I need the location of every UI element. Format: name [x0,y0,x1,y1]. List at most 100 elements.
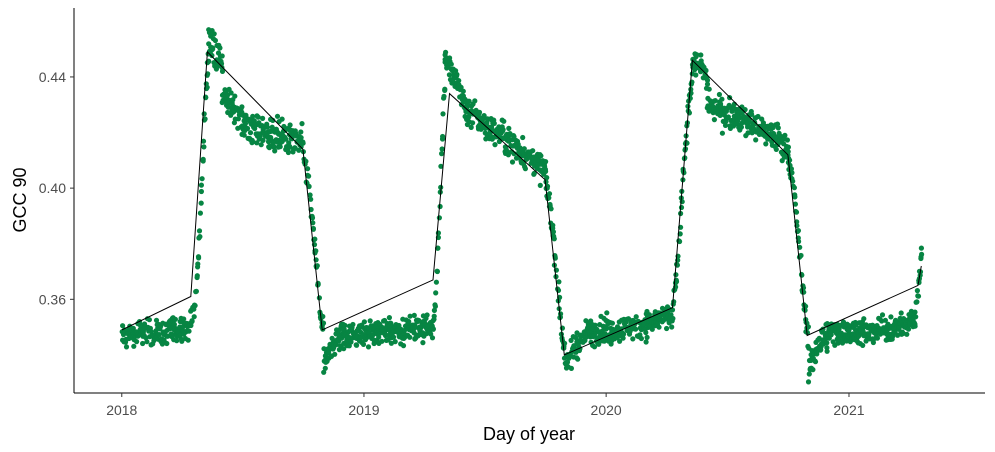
data-point [460,88,466,94]
data-point [575,356,581,362]
data-point [551,236,557,242]
data-point [407,313,413,319]
data-point [350,321,356,328]
data-point [905,326,912,332]
data-point [617,338,623,344]
data-point [753,137,759,143]
data-point [550,222,556,228]
data-point [763,141,769,147]
data-point [790,178,796,184]
data-point [785,149,791,155]
data-point [550,229,557,235]
data-point [543,168,549,174]
y-axis-title: GCC 90 [10,167,30,232]
data-point [806,371,812,377]
data-point [824,348,830,354]
data-point [602,331,608,337]
data-point [198,188,204,195]
data-point [144,339,150,345]
data-point [209,52,215,59]
data-point [454,71,460,78]
data-point [306,183,312,190]
data-point [882,317,889,323]
data-point [402,327,408,333]
data-point [789,170,795,176]
data-point [199,176,205,182]
data-point [620,335,626,341]
data-point [456,78,462,84]
data-point [360,341,367,347]
data-point [678,204,685,211]
data-point [342,322,348,328]
data-point [491,120,497,126]
data-point [738,124,745,130]
data-point [448,61,454,67]
data-point [200,138,207,144]
data-point [201,144,207,150]
data-point [140,340,146,347]
data-point [558,331,565,337]
data-point [792,201,799,207]
data-point [755,113,761,120]
data-point [476,109,483,115]
data-point [255,114,261,120]
x-tick-label: 2019 [348,402,379,418]
data-point [228,90,234,96]
data-point [153,317,160,323]
data-point [437,203,443,210]
data-point [320,313,326,320]
data-point [433,279,439,285]
data-point [178,336,185,342]
data-point [287,143,293,150]
data-point [443,49,449,55]
data-point [798,252,804,259]
data-point [232,93,238,99]
data-point [430,326,436,332]
data-point [716,91,723,98]
data-point [386,315,392,321]
data-point [143,335,149,341]
data-point [698,52,704,58]
data-point [802,307,808,313]
data-point [888,314,894,320]
data-point [181,316,187,322]
data-point [188,322,194,329]
data-point [193,288,199,294]
data-point [603,326,609,332]
data-point [719,130,726,136]
data-point [895,332,901,338]
data-point [669,324,675,330]
x-tick-label: 2021 [833,402,864,418]
data-point [130,325,136,331]
data-point [904,331,910,337]
data-point [332,351,338,357]
data-point [673,272,679,278]
data-point [400,343,407,349]
data-point [522,166,529,172]
data-point [544,175,550,181]
data-point [439,151,445,157]
data-point [725,114,732,120]
data-point [458,84,464,90]
y-tick-label: 0.44 [39,69,66,85]
data-point [546,191,553,197]
data-point [370,332,376,338]
data-point [277,144,283,150]
data-point [824,340,830,346]
data-point [918,255,924,262]
data-point [219,53,225,59]
data-point [472,98,478,104]
data-point [509,159,516,165]
data-point [348,339,354,345]
data-point [189,318,195,324]
data-point [712,98,718,104]
data-point [212,37,218,44]
data-point [250,139,256,145]
data-point [196,228,203,234]
data-point [846,327,852,333]
data-point [520,134,526,141]
data-point [198,200,204,206]
data-point [752,121,758,127]
